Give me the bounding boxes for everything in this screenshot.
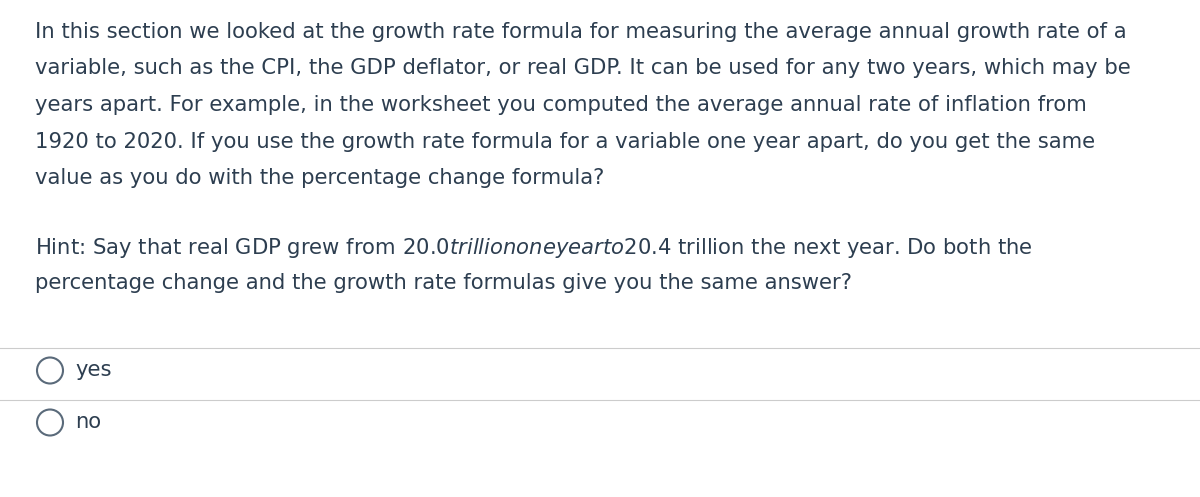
Text: years apart. For example, in the worksheet you computed the average annual rate : years apart. For example, in the workshe… bbox=[35, 95, 1087, 115]
Text: no: no bbox=[74, 413, 101, 432]
Text: yes: yes bbox=[74, 360, 112, 381]
Text: Hint: Say that real GDP grew from $20.0 trillion one year to $20.4 trillion the : Hint: Say that real GDP grew from $20.0 … bbox=[35, 237, 1033, 260]
Text: percentage change and the growth rate formulas give you the same answer?: percentage change and the growth rate fo… bbox=[35, 273, 852, 293]
Text: variable, such as the CPI, the GDP deflator, or real GDP. It can be used for any: variable, such as the CPI, the GDP defla… bbox=[35, 59, 1130, 79]
Text: value as you do with the percentage change formula?: value as you do with the percentage chan… bbox=[35, 168, 605, 188]
Text: In this section we looked at the growth rate formula for measuring the average a: In this section we looked at the growth … bbox=[35, 22, 1127, 42]
Text: 1920 to 2020. If you use the growth rate formula for a variable one year apart, : 1920 to 2020. If you use the growth rate… bbox=[35, 132, 1096, 152]
